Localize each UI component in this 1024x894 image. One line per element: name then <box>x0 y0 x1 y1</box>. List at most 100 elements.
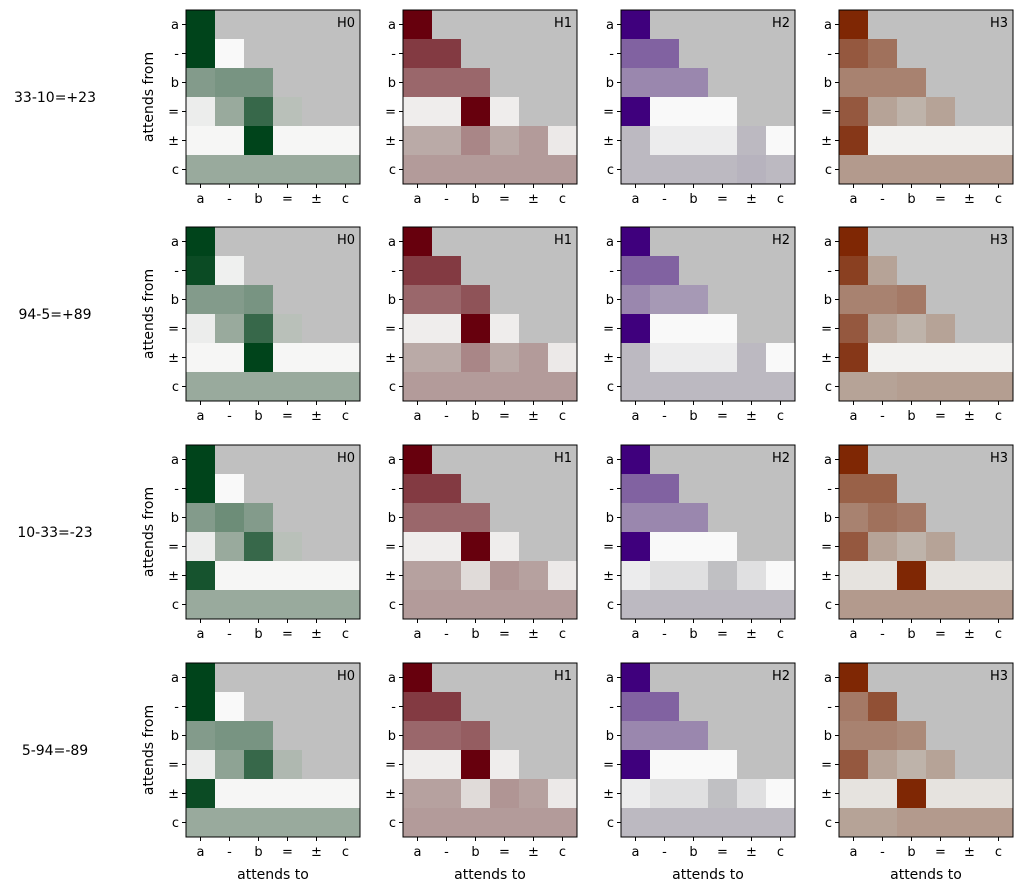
heatmap-cell <box>679 256 709 286</box>
y-tick-label: - <box>827 700 832 715</box>
x-tick-label: = <box>282 409 293 424</box>
x-tick-label: c <box>342 192 349 207</box>
heatmap-cell <box>955 532 985 562</box>
heatmap-cell <box>984 39 1014 69</box>
heatmap-cell <box>766 474 796 504</box>
heatmap-cell <box>490 39 520 69</box>
heatmap-cell <box>244 503 274 533</box>
x-tick-label: = <box>282 192 293 207</box>
y-tick-label: c <box>607 816 614 831</box>
heatmap-cell <box>621 256 651 286</box>
heatmap-cell <box>215 561 245 591</box>
heatmap-cell <box>897 314 927 344</box>
heatmap-cell <box>955 372 985 402</box>
heatmap-cell <box>679 343 709 373</box>
axes-frame <box>402 226 578 402</box>
heatmap-cell <box>403 590 433 620</box>
heatmap-cell <box>548 692 578 722</box>
y-tick-label: c <box>172 816 179 831</box>
heatmap-cell <box>519 779 549 809</box>
heatmap-cell <box>984 532 1014 562</box>
y-tick-label: = <box>168 322 179 337</box>
y-tick-label: ± <box>168 351 179 366</box>
heatmap-cell <box>868 68 898 98</box>
heatmap-cell <box>650 10 680 40</box>
heatmap-cell <box>737 97 767 127</box>
heatmap-cell <box>955 503 985 533</box>
heatmap-cell <box>897 721 927 751</box>
heatmap-cell <box>926 256 956 286</box>
y-tick-label: c <box>389 380 396 395</box>
heatmap-cell <box>548 561 578 591</box>
heatmap-cell <box>302 343 332 373</box>
heatmap-cell <box>215 590 245 620</box>
heatmap-cell <box>331 68 361 98</box>
heatmap-cell <box>432 503 462 533</box>
y-tick-label: a <box>388 671 396 686</box>
heatmap-cell <box>519 692 549 722</box>
heatmap-cell <box>244 372 274 402</box>
heatmap-cell <box>331 532 361 562</box>
heatmap-cell <box>679 445 709 475</box>
heatmap-cell <box>868 692 898 722</box>
heatmap-cell <box>679 808 709 838</box>
heatmap-cell <box>302 561 332 591</box>
heatmap-cell <box>432 68 462 98</box>
heatmap-cell <box>897 474 927 504</box>
heatmap-cell <box>737 256 767 286</box>
y-tick-label: c <box>825 163 832 178</box>
heatmap-cell <box>273 445 303 475</box>
heatmap-cell <box>868 126 898 156</box>
heatmap-cell <box>650 474 680 504</box>
y-tick-label: - <box>827 264 832 279</box>
heatmap-cell <box>331 155 361 185</box>
heatmap-cell <box>897 285 927 315</box>
heatmap-cell <box>839 474 869 504</box>
heatmap-cell <box>766 314 796 344</box>
y-tick-label: b <box>606 76 614 91</box>
heatmap-cell <box>955 590 985 620</box>
x-tick-label: = <box>717 845 728 860</box>
x-tick-label: ± <box>311 627 322 642</box>
x-tick-label: - <box>880 409 885 424</box>
heatmap-cell <box>432 314 462 344</box>
heatmap-cell <box>926 285 956 315</box>
y-tick-label: b <box>606 729 614 744</box>
heatmap-cell <box>766 68 796 98</box>
heatmap-cell <box>679 97 709 127</box>
x-tick-label: b <box>471 409 479 424</box>
heatmap-cell <box>461 474 491 504</box>
heatmap-cell <box>461 750 491 780</box>
heatmap-cell <box>186 692 216 722</box>
heatmap-cell <box>984 474 1014 504</box>
heatmap-cell <box>302 256 332 286</box>
x-tick-label: - <box>227 409 232 424</box>
heatmap-cell <box>215 503 245 533</box>
heatmap-cell <box>403 343 433 373</box>
heatmap-cell <box>273 68 303 98</box>
heatmap-cell <box>926 343 956 373</box>
heatmap-cell <box>519 285 549 315</box>
heatmap-cell <box>926 561 956 591</box>
x-tick-label: = <box>717 192 728 207</box>
y-tick-label: ± <box>603 569 614 584</box>
heatmap-cell <box>984 256 1014 286</box>
heatmap-cell <box>490 227 520 257</box>
heatmap-cell <box>926 663 956 693</box>
heatmap-cell <box>839 372 869 402</box>
heatmap-cell <box>186 561 216 591</box>
heatmap-cell <box>984 155 1014 185</box>
x-tick-label: = <box>499 627 510 642</box>
heatmap-cell <box>244 68 274 98</box>
y-tick-label: - <box>609 700 614 715</box>
heatmap-cell <box>737 750 767 780</box>
y-axis-label: attends from <box>141 705 157 795</box>
heatmap-cell <box>461 314 491 344</box>
x-tick-label: a <box>414 845 422 860</box>
head-label: H3 <box>990 451 1008 466</box>
heatmap-cell <box>302 126 332 156</box>
x-tick-label: b <box>254 627 262 642</box>
x-tick-label: - <box>444 627 449 642</box>
x-tick-label: - <box>880 845 885 860</box>
heatmap-cell <box>955 779 985 809</box>
